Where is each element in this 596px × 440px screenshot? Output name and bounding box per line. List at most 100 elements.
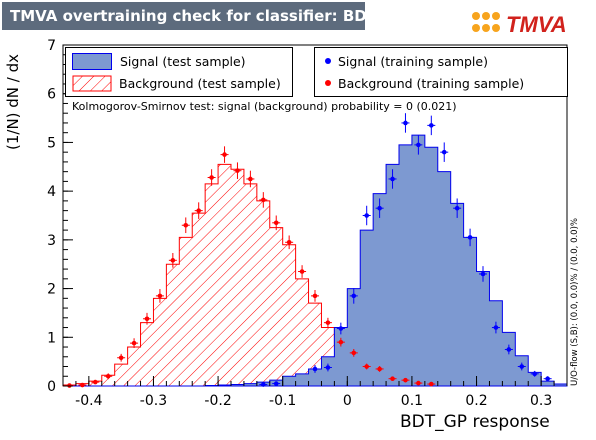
background-train-point-marker [183, 222, 189, 228]
background-train-point-marker [403, 377, 408, 383]
signal-train-point [543, 376, 552, 382]
signal-train-point-marker [377, 205, 382, 211]
plot-title: TMVA overtraining check for classifier: … [2, 2, 408, 30]
background-train-point [388, 376, 397, 381]
background-train-point [336, 337, 345, 347]
background-train-point [427, 381, 436, 387]
legend-entry-signal-train: Signal (training sample) [315, 50, 488, 72]
overflow-annotation: U/O-flow (S,B): (0.0, 0.0)% / (0.0, 0.0)… [570, 218, 580, 386]
ks-test-annotation: Kolmogorov-Smirnov test: signal (backgro… [72, 100, 457, 113]
background-train-point-marker [325, 320, 331, 325]
signal-train-point [375, 198, 384, 218]
background-train-point-marker [131, 340, 137, 346]
background-train-point [246, 170, 255, 188]
background-train-point-marker [377, 366, 382, 372]
signal-train-point-marker [429, 123, 434, 128]
signal-train-point-marker [480, 271, 486, 277]
logo-dots-icon [472, 12, 500, 32]
legend-right: Signal (training sample) Background (tra… [314, 47, 568, 97]
background-train-point [168, 253, 177, 268]
background-train-point-marker [390, 376, 395, 381]
background-train-point-marker [222, 152, 227, 157]
x-tick-label: -0.3 [140, 393, 167, 409]
background-train-point-marker [286, 239, 292, 245]
background-train-point [285, 235, 294, 250]
background-train-point-marker [364, 364, 369, 369]
background-train-point [117, 353, 126, 362]
signal-train-point [427, 115, 436, 136]
legend-entry-background-test: Background (test sample) [66, 72, 281, 94]
signal-train-point [517, 362, 526, 371]
signal-train-point-marker [364, 213, 369, 218]
background-train-point [220, 146, 229, 163]
x-tick-label: -0.4 [75, 393, 102, 409]
y-axis-title: (1/N) dN / dx [4, 53, 22, 150]
background-train-point-marker [299, 269, 305, 274]
signal-train-point-marker [416, 142, 421, 148]
background-train-point [143, 312, 151, 325]
background-train-point-marker [144, 316, 150, 322]
background-train-point-marker [80, 382, 85, 388]
legend-entry-background-train: Background (training sample) [315, 72, 524, 94]
signal-train-point-marker [532, 371, 537, 377]
y-tick-label: 2 [47, 282, 56, 298]
background-train-point-marker [170, 258, 176, 263]
x-tick-label: 0.2 [465, 393, 487, 409]
background-train-point-marker [105, 373, 111, 379]
background-train-point-marker [248, 176, 253, 182]
x-tick-label: 0 [343, 393, 352, 409]
background-train-point-marker [338, 339, 344, 345]
signal-train-point-marker [441, 149, 447, 155]
signal-train-point [453, 198, 462, 218]
background-train-point [233, 162, 242, 179]
background-train-point-marker [209, 175, 214, 180]
signal-train-point [401, 113, 410, 133]
signal-train-point [504, 344, 513, 355]
background-train-point-marker [196, 208, 201, 213]
y-tick-label: 3 [47, 233, 56, 249]
signal-train-point-marker [519, 364, 525, 369]
signal-train-point [336, 322, 345, 335]
signal-train-point [530, 370, 539, 377]
background-train-point [259, 192, 268, 208]
legend-swatch-background [72, 75, 112, 91]
background-train-point [349, 348, 358, 357]
background-train-point [375, 366, 384, 372]
background-train-point-marker [312, 293, 318, 299]
legend-label-signal-train: Signal (training sample) [338, 53, 488, 69]
legend-label-signal-test: Signal (test sample) [120, 53, 246, 69]
signal-train-point-marker [273, 381, 279, 386]
signal-train-point [259, 382, 268, 387]
legend-swatch-signal [72, 52, 112, 70]
signal-train-point-marker [454, 205, 460, 211]
signal-train-point-marker [506, 347, 512, 352]
signal-train-point-marker [351, 293, 357, 299]
signal-train-point-marker [467, 235, 473, 240]
background-train-point [104, 373, 113, 380]
legend-left: Signal (test sample) Background (test sa… [65, 47, 293, 97]
signal-train-point-marker [325, 365, 331, 370]
y-tick-label: 7 [47, 38, 56, 54]
y-tick-label: 1 [47, 330, 56, 346]
signal-train-point-marker [261, 382, 266, 387]
legend-label-background-test: Background (test sample) [119, 75, 281, 91]
signal-train-point [388, 169, 397, 189]
signal-train-point [479, 266, 487, 282]
logo-text: TMVA [506, 12, 567, 37]
background-train-point [362, 363, 371, 370]
y-tick-label: 0 [47, 379, 56, 395]
background-train-point [78, 382, 87, 388]
legend-marker-signal [325, 58, 331, 64]
background-train-point-marker [157, 293, 163, 299]
legend-entry-signal-test: Signal (test sample) [66, 50, 246, 72]
background-train-point-marker [235, 168, 240, 173]
background-train-point [323, 317, 332, 328]
background-train-point [194, 202, 203, 219]
background-train-point [130, 338, 139, 349]
legend-label-background-train: Background (training sample) [338, 75, 525, 91]
signal-train-point [323, 363, 332, 372]
signal-train-point-marker [493, 325, 499, 330]
signal-train-point-marker [403, 120, 408, 126]
signal-train-point [272, 381, 281, 386]
